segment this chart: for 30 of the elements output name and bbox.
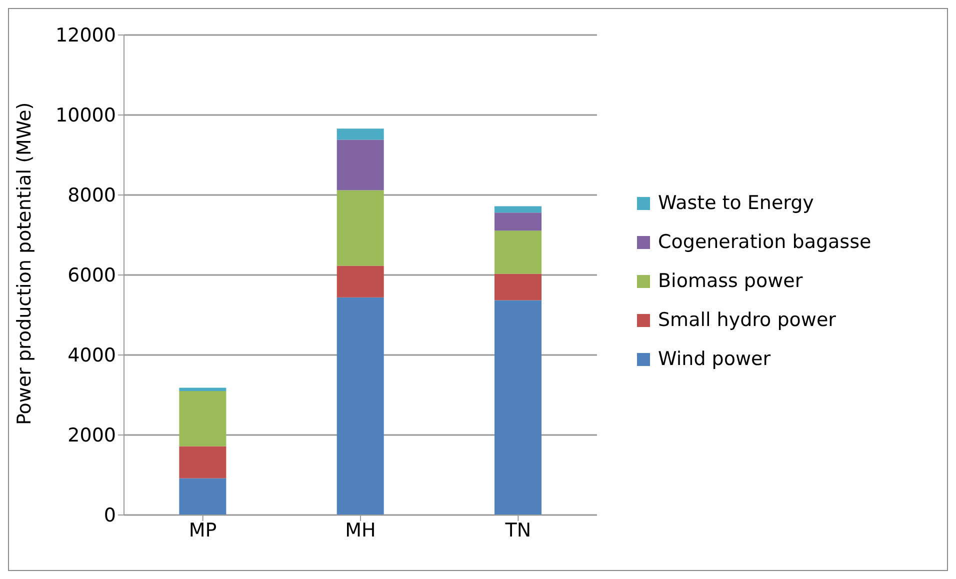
bar	[494, 300, 542, 515]
bar	[494, 230, 542, 274]
y-tick-label: 6000	[68, 264, 116, 287]
y-tick-label: 8000	[68, 184, 116, 207]
legend-label: Cogeneration bagasse	[658, 231, 872, 253]
bar	[336, 140, 384, 190]
y-tick-label: 12000	[56, 24, 116, 47]
legend-label: Biomass power	[658, 270, 803, 292]
bar	[336, 266, 384, 298]
bar	[179, 446, 226, 478]
bar	[336, 190, 384, 266]
legend-label: Waste to Energy	[658, 192, 814, 214]
x-tick-label: TN	[504, 519, 532, 542]
legend-label: Small hydro power	[658, 309, 836, 331]
y-tick-label: 10000	[56, 104, 116, 127]
legend-label: Wind power	[658, 348, 771, 370]
bar	[179, 391, 226, 446]
x-tick-label: MH	[345, 519, 376, 542]
y-tick-label: 4000	[68, 344, 116, 367]
y-tick-label: 0	[104, 504, 116, 527]
x-tick-label: MP	[188, 519, 217, 542]
bar	[494, 206, 542, 213]
bar	[494, 212, 542, 231]
bar	[179, 388, 226, 391]
bar	[494, 274, 542, 300]
bar	[336, 128, 384, 140]
y-axis-title: Power production potential (MWe)	[14, 102, 36, 425]
bar	[179, 478, 226, 515]
y-tick-label: 2000	[68, 424, 116, 447]
bar	[336, 297, 384, 515]
